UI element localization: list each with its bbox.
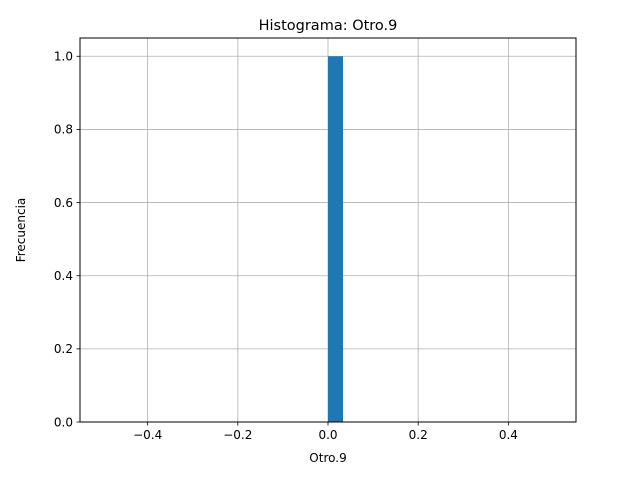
x-tick-label: 0.4 xyxy=(499,428,518,442)
y-tick-label: 0.4 xyxy=(54,269,73,283)
histogram-bar xyxy=(328,56,344,423)
x-tick-label: 0.2 xyxy=(409,428,428,442)
y-axis-label: Frecuencia xyxy=(14,198,28,263)
y-tick-label: 0.8 xyxy=(54,123,73,137)
x-tick-label: −0.2 xyxy=(223,428,252,442)
chart-title: Histograma: Otro.9 xyxy=(259,18,398,34)
x-tick-label: −0.4 xyxy=(133,428,162,442)
y-tick-label: 0.2 xyxy=(54,342,73,356)
bars xyxy=(328,56,344,423)
x-tick-label: 0.0 xyxy=(318,428,337,442)
y-tick-label: 1.0 xyxy=(54,50,73,64)
y-tick-label: 0.6 xyxy=(54,196,73,210)
y-tick-label: 0.0 xyxy=(54,415,73,429)
x-axis-ticks: −0.4 −0.2 0.0 0.2 0.4 xyxy=(133,422,518,442)
x-axis-label: Otro.9 xyxy=(309,451,346,465)
y-axis-ticks: 0.0 0.2 0.4 0.6 0.8 1.0 xyxy=(54,50,80,429)
